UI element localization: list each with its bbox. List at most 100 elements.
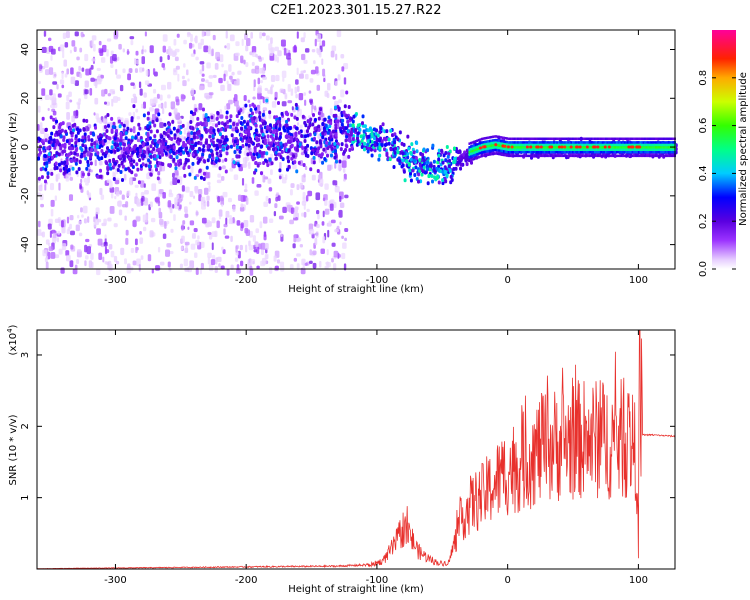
narrow-band-cell (604, 143, 607, 147)
band-cell (80, 138, 84, 143)
noise-cell (45, 255, 48, 263)
narrow-band-cell (639, 154, 642, 158)
narrow-band-cell (499, 147, 502, 150)
noise-cell (131, 208, 134, 212)
narrow-band-cell (531, 143, 534, 147)
noise-cell (173, 108, 178, 115)
noise-cell (124, 215, 127, 221)
band-cell (195, 135, 199, 140)
narrow-band-cell (564, 143, 567, 147)
band-cell (355, 136, 359, 141)
noise-cell (337, 74, 341, 81)
band-cell (417, 172, 421, 177)
noise-cell (293, 257, 298, 262)
noise-cell (274, 54, 278, 62)
narrow-band-cell (490, 144, 493, 147)
narrow-band-cell (659, 137, 662, 141)
noise-cell (85, 182, 89, 186)
noise-cell (151, 268, 154, 274)
narrow-band-cell (499, 144, 502, 148)
band-cell (38, 150, 42, 155)
hot-cell (557, 145, 561, 149)
noise-cell (179, 263, 183, 269)
noise-cell (48, 246, 54, 252)
noise-cell (143, 183, 146, 188)
narrow-band-cell (477, 155, 480, 159)
band-cell (134, 135, 138, 140)
band-cell (329, 144, 333, 149)
narrow-band-cell (655, 137, 658, 141)
narrow-band-cell (586, 143, 589, 147)
narrow-band-cell (578, 137, 581, 141)
narrow-band-cell (562, 143, 565, 147)
noise-cell (283, 47, 287, 56)
band-cell (398, 130, 402, 135)
noise-cell (256, 246, 260, 254)
noise-cell (262, 76, 267, 80)
narrow-band-cell (495, 146, 498, 149)
narrow-band-cell (608, 154, 611, 158)
narrow-band-cell (504, 150, 507, 153)
narrow-band-cell (556, 148, 559, 151)
noise-cell (324, 183, 329, 190)
noise-cell (321, 40, 326, 47)
band-cell (441, 170, 445, 175)
band-cell (114, 133, 118, 138)
narrow-band-cell (634, 137, 637, 141)
narrow-band-cell (584, 141, 587, 144)
narrow-band-cell (554, 141, 557, 144)
narrow-band-cell (490, 139, 493, 143)
narrow-band-cell (659, 141, 662, 144)
noise-cell (316, 34, 321, 42)
narrow-band-cell (625, 154, 628, 158)
narrow-band-cell (540, 150, 543, 154)
band-cell (247, 138, 251, 143)
narrow-band-cell (614, 141, 617, 144)
band-cell (77, 138, 81, 143)
noise-cell (275, 196, 279, 202)
noise-cell (189, 220, 195, 226)
narrow-band-cell (526, 148, 529, 151)
band-cell (142, 141, 146, 146)
band-cell (50, 171, 54, 176)
band-cell (112, 177, 116, 182)
noise-cell (77, 214, 80, 219)
narrow-band-cell (499, 139, 502, 143)
noise-cell (86, 190, 89, 196)
noise-cell (66, 216, 70, 224)
narrow-band-cell (631, 148, 634, 151)
band-cell (106, 113, 110, 118)
band-cell (459, 166, 463, 171)
narrow-band-cell (617, 146, 620, 149)
narrow-band-cell (662, 146, 665, 149)
noise-cell (48, 67, 54, 75)
band-cell (120, 161, 124, 166)
noise-cell (333, 263, 337, 271)
narrow-band-cell (576, 143, 579, 147)
noise-cell (245, 45, 249, 52)
narrow-band-cell (535, 148, 538, 151)
noise-cell (190, 165, 194, 174)
band-cell (129, 128, 133, 133)
band-cell (336, 119, 340, 124)
band-cell (218, 132, 222, 137)
noise-cell (151, 183, 157, 191)
noise-cell (98, 40, 102, 46)
narrow-band-cell (589, 143, 592, 147)
band-cell (260, 144, 264, 149)
narrow-band-cell (586, 154, 589, 158)
noise-cell (118, 43, 122, 50)
band-cell (344, 138, 348, 143)
noise-cell (223, 223, 228, 228)
narrow-band-cell (501, 136, 504, 139)
band-cell (290, 143, 294, 148)
band-cell (426, 167, 430, 172)
band-cell (172, 150, 176, 155)
noise-cell (242, 157, 248, 163)
noise-cell (207, 81, 213, 88)
noise-cell (240, 260, 244, 267)
narrow-band-cell (548, 150, 551, 154)
narrow-band-cell (656, 150, 659, 154)
noise-cell (84, 94, 88, 100)
narrow-band-cell (647, 150, 650, 154)
